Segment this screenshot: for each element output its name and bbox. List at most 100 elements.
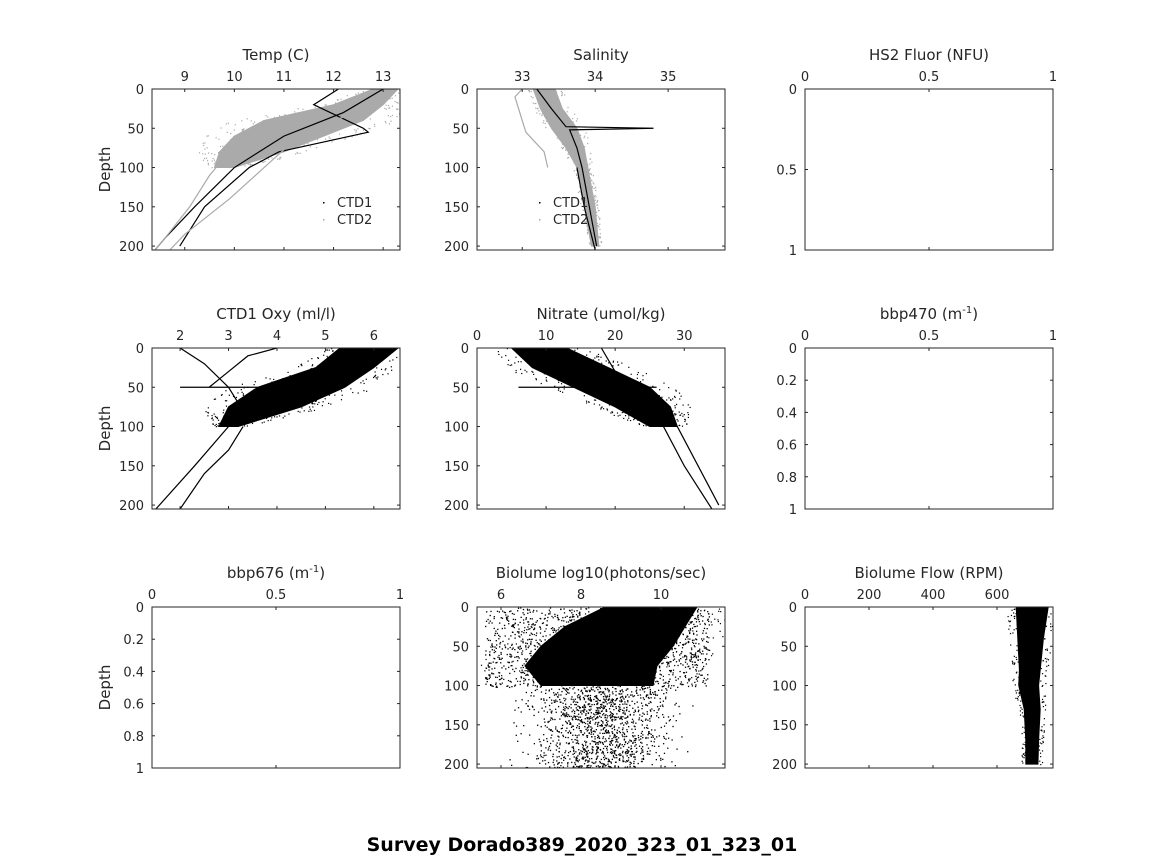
data-point: [324, 398, 326, 400]
data-point: [646, 750, 649, 753]
data-point: [591, 615, 593, 617]
data-point: [1019, 710, 1022, 712]
data-point: [602, 714, 604, 716]
data-point: [620, 629, 622, 631]
data-point: [601, 676, 603, 679]
data-point: [564, 709, 566, 712]
data-point: [667, 661, 669, 663]
data-point: [563, 612, 566, 614]
data-point: [511, 655, 513, 657]
data-point: [632, 674, 635, 677]
data-point: [560, 625, 562, 628]
data-point: [611, 740, 613, 742]
data-point: [635, 653, 637, 655]
data-point: [618, 730, 621, 733]
data-point: [375, 377, 377, 379]
data-point: [1044, 704, 1047, 706]
data-point: [694, 646, 696, 648]
data-point: [611, 714, 613, 717]
data-point: [651, 744, 654, 747]
data-point: [528, 708, 531, 711]
y-tick-label: 100: [444, 680, 469, 695]
data-point: [697, 656, 700, 658]
data-point: [657, 653, 660, 655]
data-point: [611, 758, 613, 761]
data-point: [485, 667, 487, 669]
data-point: [616, 412, 619, 414]
data-point: [490, 610, 492, 613]
data-point: [299, 152, 301, 154]
data-point: [557, 763, 559, 765]
data-point: [641, 746, 644, 748]
y-axis-label: Depth: [96, 665, 114, 711]
legend-marker: [323, 219, 325, 221]
data-point: [1043, 736, 1045, 739]
data-point: [213, 159, 216, 161]
data-point: [599, 691, 601, 693]
data-point: [251, 164, 253, 166]
data-point: [622, 691, 624, 693]
data-point: [686, 636, 688, 638]
data-point: [1018, 682, 1020, 685]
data-point: [575, 759, 578, 761]
data-point: [625, 723, 628, 725]
x-tick-label: 0: [801, 588, 809, 603]
data-point: [571, 678, 573, 680]
data-point: [696, 666, 698, 669]
data-point: [501, 657, 503, 659]
data-point: [372, 376, 375, 379]
data-point: [612, 713, 614, 715]
data-point: [640, 638, 642, 640]
data-point: [628, 415, 630, 417]
data-point: [650, 682, 652, 684]
data-point: [610, 704, 612, 706]
data-point: [638, 745, 641, 747]
data-point: [584, 688, 586, 690]
data-point: [514, 685, 516, 687]
data-point: [610, 680, 613, 682]
data-point: [569, 658, 571, 660]
data-point: [520, 671, 522, 674]
data-point: [705, 658, 707, 660]
data-point: [649, 709, 651, 711]
data-point: [542, 756, 544, 759]
data-point: [681, 647, 684, 649]
data-point: [599, 217, 601, 220]
data-point: [267, 116, 269, 118]
data-point: [540, 744, 542, 746]
data-point: [627, 751, 629, 754]
data-point: [316, 139, 319, 141]
data-point: [287, 371, 289, 373]
data-point: [521, 669, 523, 671]
data-point: [589, 351, 591, 353]
data-point: [696, 634, 698, 636]
data-point: [699, 613, 702, 615]
data-point: [624, 741, 627, 744]
data-point: [653, 656, 655, 659]
data-point: [544, 721, 546, 723]
data-point: [637, 626, 639, 628]
data-point: [603, 758, 606, 761]
data-point: [599, 233, 601, 235]
data-point: [630, 648, 632, 651]
axes-box: [151, 347, 401, 510]
data-point: [682, 404, 684, 406]
data-point: [537, 662, 539, 664]
data-point: [623, 646, 625, 648]
data-point: [401, 97, 402, 98]
data-point: [603, 628, 606, 630]
data-point: [660, 759, 662, 761]
data-point: [661, 623, 663, 625]
data-point: [684, 661, 687, 663]
data-point: [611, 699, 614, 701]
data-point: [533, 682, 535, 684]
data-point: [689, 621, 691, 623]
data-point: [501, 627, 503, 630]
data-point: [613, 644, 615, 647]
data-point: [581, 199, 583, 201]
data-point: [582, 758, 584, 760]
data-point: [632, 722, 634, 724]
data-point: [696, 664, 699, 666]
data-point: [629, 754, 631, 756]
